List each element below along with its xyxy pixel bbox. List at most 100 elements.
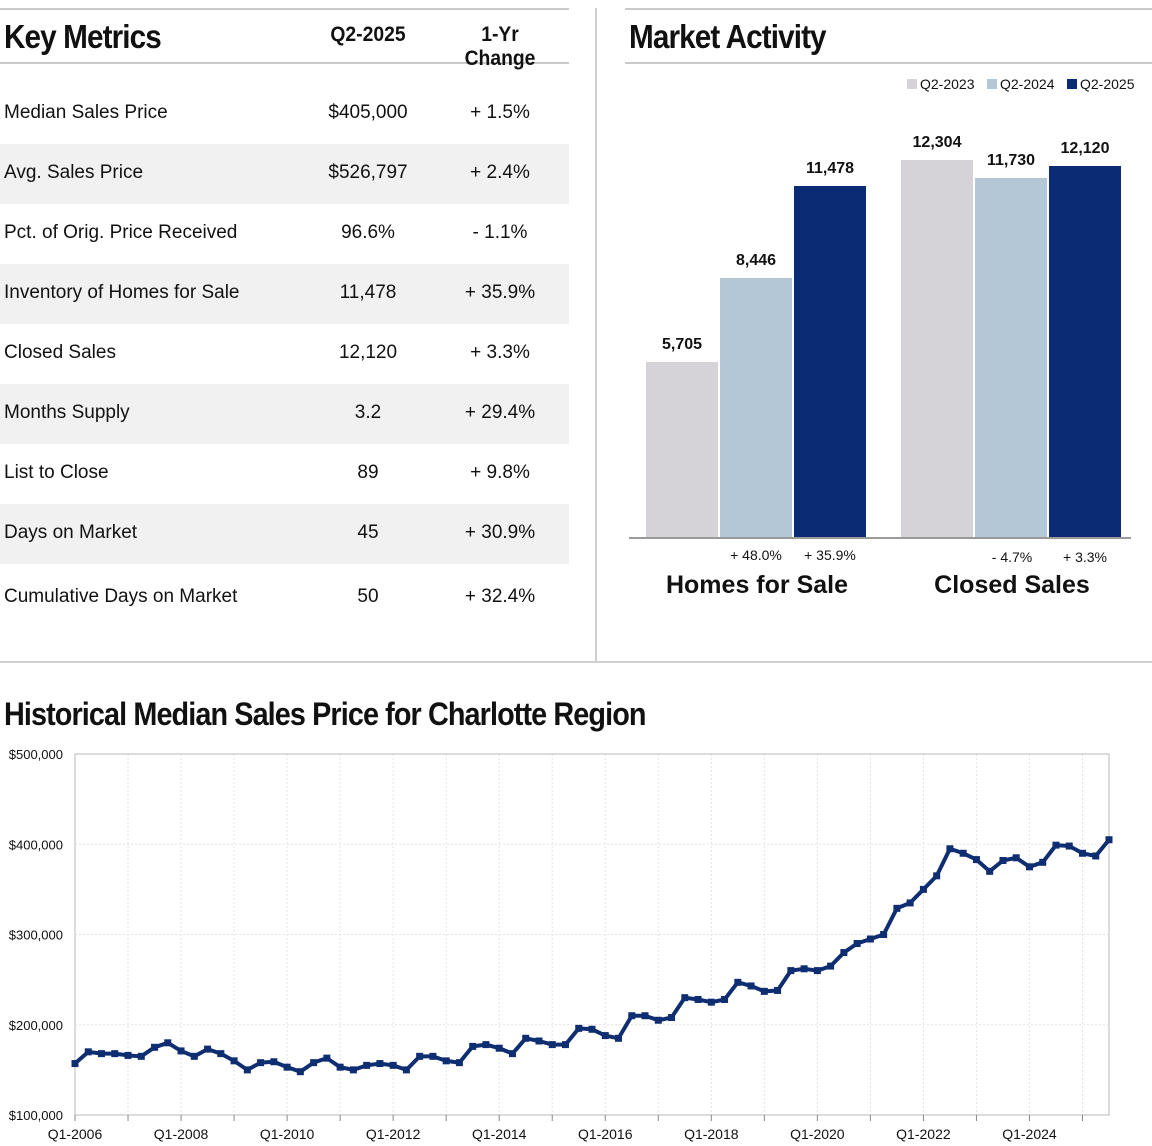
x-tick-label: Q1-2008 xyxy=(154,1126,209,1142)
data-point-marker xyxy=(296,1068,304,1076)
data-point-marker xyxy=(416,1052,424,1060)
metric-label: Months Supply xyxy=(4,402,130,423)
legend-label: Q2-2024 xyxy=(1000,76,1055,92)
data-point-marker xyxy=(654,1016,662,1024)
metric-row-list-to-close: List to Close 89 + 9.8% xyxy=(0,444,569,504)
metric-label: List to Close xyxy=(4,462,109,483)
data-point-marker xyxy=(1012,854,1020,862)
data-point-marker xyxy=(508,1050,516,1058)
data-point-marker xyxy=(389,1061,397,1069)
column-header-change: 1-Yr Change xyxy=(464,23,536,70)
data-point-marker xyxy=(164,1039,172,1047)
metric-row-months-supply: Months Supply 3.2 + 29.4% xyxy=(0,384,569,444)
metric-change: - 1.1% xyxy=(472,222,528,243)
data-point-marker xyxy=(853,940,861,948)
data-point-marker xyxy=(363,1061,371,1069)
bar-homes-for-sale-q2-2025 xyxy=(794,185,866,537)
x-tick-label: Q1-2024 xyxy=(1002,1126,1057,1142)
data-point-marker xyxy=(707,998,715,1006)
bar-value-label: 5,705 xyxy=(661,336,703,354)
plot-frame xyxy=(74,753,1110,1116)
data-point-marker xyxy=(734,978,742,986)
data-point-marker xyxy=(402,1066,410,1074)
y-tick-label: $500,000 xyxy=(9,747,63,762)
data-point-marker xyxy=(628,1012,636,1020)
key-metrics-title: Key Metrics xyxy=(4,18,162,55)
x-tick-label: Q1-2006 xyxy=(48,1126,103,1142)
metric-label: Avg. Sales Price xyxy=(4,162,144,183)
y-tick-label: $200,000 xyxy=(9,1018,63,1033)
data-point-marker xyxy=(774,986,782,994)
metric-change: + 1.5% xyxy=(470,102,530,123)
legend-swatch xyxy=(987,79,997,89)
column-header-value: Q2-2025 xyxy=(330,23,406,46)
bar-value-label: 8,446 xyxy=(735,252,777,270)
market-activity-header: Market Activity xyxy=(625,8,1152,64)
data-point-marker xyxy=(535,1037,543,1045)
data-point-marker xyxy=(1052,841,1060,849)
market-activity-title: Market Activity xyxy=(629,18,827,55)
bar-homes-for-sale-q2-2024 xyxy=(720,278,792,537)
legend-item-q2-2024: Q2-2024 xyxy=(987,76,1054,92)
data-point-marker xyxy=(641,1012,649,1020)
data-point-marker xyxy=(1078,849,1086,857)
data-point-marker xyxy=(98,1050,106,1058)
metric-value: 11,478 xyxy=(339,282,397,303)
data-point-marker xyxy=(455,1059,463,1067)
data-point-marker xyxy=(946,845,954,853)
data-point-marker xyxy=(1039,858,1047,866)
metric-label: Pct. of Orig. Price Received xyxy=(4,222,238,243)
data-point-marker xyxy=(71,1060,79,1068)
legend-label: Q2-2025 xyxy=(1080,76,1135,92)
data-point-marker xyxy=(893,904,901,912)
data-point-marker xyxy=(177,1047,185,1055)
metric-value: 89 xyxy=(357,462,379,483)
x-tick-label: Q1-2014 xyxy=(472,1126,527,1142)
data-point-marker xyxy=(482,1041,490,1049)
legend-swatch xyxy=(907,79,917,89)
vertical-divider xyxy=(595,8,597,663)
data-point-marker xyxy=(800,965,808,973)
data-point-marker xyxy=(1025,863,1033,871)
data-point-marker xyxy=(972,856,980,864)
metric-label: Days on Market xyxy=(4,522,138,543)
data-point-marker xyxy=(827,962,835,970)
data-point-marker xyxy=(575,1024,583,1032)
metric-change: + 32.4% xyxy=(464,586,536,607)
change-label: + 3.3% xyxy=(1063,549,1107,565)
data-point-marker xyxy=(1105,836,1113,844)
data-point-marker xyxy=(283,1063,291,1071)
data-point-marker xyxy=(986,867,994,875)
data-point-marker xyxy=(124,1051,132,1059)
bar-chart-baseline xyxy=(629,537,1131,539)
metric-label: Inventory of Homes for Sale xyxy=(4,282,240,303)
metric-change: + 9.8% xyxy=(470,462,530,483)
metric-value: 50 xyxy=(357,586,379,607)
data-point-marker xyxy=(336,1063,344,1071)
metric-label: Median Sales Price xyxy=(4,102,168,123)
data-point-marker xyxy=(151,1043,159,1051)
metric-value: $405,000 xyxy=(328,102,408,123)
bar-closed-sales-q2-2023 xyxy=(901,160,973,537)
data-point-marker xyxy=(230,1057,238,1065)
bar-homes-for-sale-q2-2023 xyxy=(646,362,718,537)
data-point-marker xyxy=(813,967,821,975)
bar-closed-sales-q2-2025 xyxy=(1049,166,1121,537)
data-point-marker xyxy=(349,1066,357,1074)
metric-row-median-sales-price: Median Sales Price $405,000 + 1.5% xyxy=(0,84,569,144)
data-point-marker xyxy=(601,1032,609,1040)
metric-label: Closed Sales xyxy=(4,342,116,363)
data-point-marker xyxy=(747,982,755,990)
data-point-marker xyxy=(1065,842,1073,850)
metric-change: + 29.4% xyxy=(464,402,536,423)
data-point-marker xyxy=(548,1041,556,1049)
metric-row-pct-orig-price: Pct. of Orig. Price Received 96.6% - 1.1… xyxy=(0,204,569,264)
bar-value-label: 12,304 xyxy=(912,134,962,152)
data-point-marker xyxy=(933,872,941,880)
change-label: - 4.7% xyxy=(991,549,1033,565)
metric-change: + 30.9% xyxy=(464,522,536,543)
data-point-marker xyxy=(323,1054,331,1062)
x-tick-label: Q1-2016 xyxy=(578,1126,633,1142)
x-tick-label: Q1-2012 xyxy=(366,1126,421,1142)
data-point-marker xyxy=(787,967,795,975)
